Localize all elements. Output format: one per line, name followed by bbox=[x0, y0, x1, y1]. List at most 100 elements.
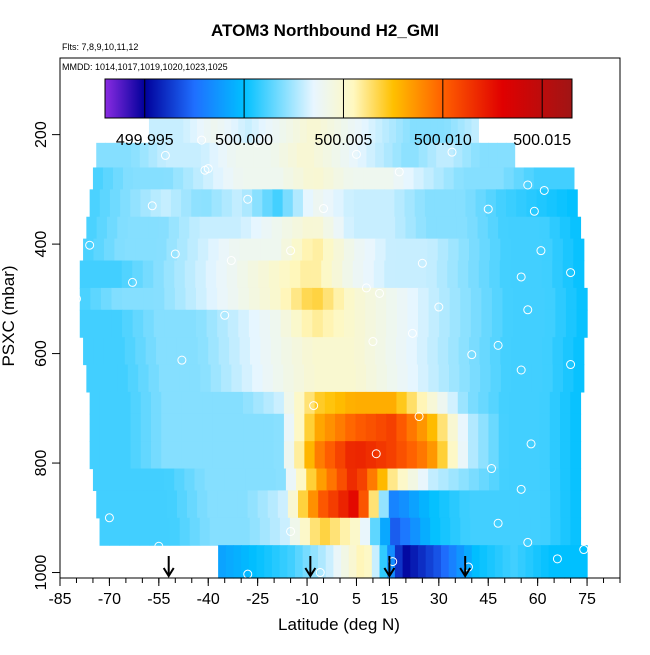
heatmap-cell bbox=[133, 167, 144, 190]
sample-point bbox=[516, 484, 526, 494]
heatmap-cell bbox=[203, 115, 212, 144]
heatmap-cell bbox=[510, 337, 522, 366]
heatmap-cell bbox=[241, 364, 253, 393]
heatmap-cell bbox=[563, 364, 574, 393]
heatmap-cell bbox=[314, 142, 324, 169]
heatmap-cell bbox=[190, 115, 198, 144]
heatmap-cell bbox=[187, 238, 199, 262]
heatmap-cell bbox=[171, 391, 183, 415]
heatmap-cell bbox=[427, 337, 439, 366]
heatmap-cell bbox=[271, 216, 283, 240]
heatmap-cell bbox=[299, 115, 308, 144]
heatmap-cell bbox=[448, 468, 460, 492]
heatmap-cell bbox=[363, 260, 375, 289]
heatmap-cell bbox=[523, 167, 535, 190]
heatmap-cell bbox=[131, 142, 141, 169]
heatmap-cell bbox=[491, 287, 504, 311]
heatmap-cell bbox=[495, 189, 507, 218]
heatmap-cell bbox=[529, 216, 540, 240]
sample-point bbox=[147, 201, 157, 211]
heatmap-cell bbox=[375, 391, 387, 415]
heatmap-cell bbox=[553, 167, 565, 190]
heatmap-cell bbox=[406, 238, 418, 262]
heatmap-cell bbox=[444, 115, 452, 144]
heatmap-cell bbox=[174, 260, 186, 289]
heatmap-cell bbox=[205, 260, 217, 289]
heatmap-cell bbox=[161, 391, 173, 415]
chart-title: ATOM3 Northbound H2_GMI bbox=[211, 21, 439, 40]
heatmap-cell bbox=[191, 413, 203, 442]
heatmap-cell bbox=[153, 468, 165, 492]
heatmap-cell bbox=[148, 364, 160, 393]
heatmap-cell bbox=[464, 115, 473, 144]
heatmap-cell bbox=[479, 337, 491, 366]
heatmap-cell bbox=[468, 260, 480, 289]
heatmap-cell bbox=[262, 189, 274, 218]
heatmap-cell bbox=[354, 287, 366, 311]
sample-point bbox=[243, 194, 253, 204]
heatmap-cell bbox=[243, 441, 254, 470]
heatmap-cell bbox=[529, 391, 541, 415]
heatmap-cell bbox=[384, 260, 396, 289]
dates-note: MMDD: 1014,1017,1019,1020,1023,1025 bbox=[62, 62, 228, 72]
heatmap-cell bbox=[130, 413, 142, 442]
heatmap-cell bbox=[519, 441, 530, 470]
heatmap-cell bbox=[176, 115, 184, 144]
heatmap-cell bbox=[366, 142, 376, 169]
heatmap-cell bbox=[200, 364, 212, 393]
heatmap-cell bbox=[221, 189, 233, 218]
sample-point bbox=[516, 272, 526, 282]
heatmap-cell bbox=[427, 391, 438, 415]
heatmap-cell bbox=[206, 287, 218, 311]
heatmap-cell bbox=[262, 364, 274, 393]
heatmap-cell bbox=[114, 337, 126, 366]
heatmap-cell bbox=[103, 238, 115, 262]
heatmap-cell bbox=[318, 490, 329, 519]
sample-point bbox=[394, 167, 404, 177]
heatmap-cell bbox=[324, 413, 336, 442]
heatmap-cell bbox=[534, 287, 546, 311]
heatmap-cell bbox=[194, 468, 206, 492]
heatmap-cell bbox=[531, 364, 543, 393]
heatmap-cell bbox=[487, 545, 496, 579]
heatmap-cell bbox=[365, 391, 377, 415]
heatmap-cell bbox=[361, 115, 370, 144]
heatmap-cell bbox=[202, 441, 213, 470]
heatmap-cell bbox=[427, 238, 439, 262]
heatmap-cell bbox=[570, 413, 582, 442]
heatmap-cell bbox=[523, 309, 535, 338]
heatmap-cell bbox=[413, 167, 425, 190]
heatmap-cell bbox=[264, 545, 273, 579]
heatmap-cell bbox=[253, 391, 265, 415]
heatmap-cell bbox=[544, 287, 556, 311]
heatmap-cell bbox=[331, 260, 343, 289]
heatmap-cell bbox=[265, 468, 277, 492]
heatmap-cell bbox=[153, 287, 165, 311]
heatmap-cell bbox=[140, 413, 152, 442]
heatmap-cell bbox=[341, 115, 349, 144]
heatmap-cell bbox=[464, 545, 473, 579]
heatmap-cell bbox=[414, 189, 426, 218]
heatmap-cell bbox=[565, 287, 578, 311]
heatmap-cell bbox=[127, 216, 139, 240]
heatmap-cell bbox=[233, 167, 244, 190]
heatmap-cell bbox=[306, 468, 317, 492]
heatmap-cell bbox=[120, 413, 132, 442]
heatmap-cell bbox=[408, 490, 420, 519]
heatmap-cell bbox=[113, 468, 125, 492]
heatmap-cell bbox=[300, 260, 312, 289]
heatmap-cell bbox=[111, 309, 123, 338]
heatmap-cell bbox=[159, 517, 171, 546]
heatmap-cell bbox=[100, 260, 112, 289]
heatmap-cell bbox=[209, 142, 219, 169]
heatmap-cell bbox=[99, 391, 111, 415]
heatmap-cell bbox=[143, 167, 154, 190]
heatmap-cell bbox=[371, 545, 381, 579]
heatmap-cell bbox=[232, 441, 244, 470]
heatmap-cell bbox=[479, 545, 488, 579]
heatmap-cell bbox=[333, 167, 345, 190]
heatmap-cell bbox=[151, 441, 162, 470]
heatmap-cell bbox=[471, 115, 479, 144]
heatmap-cell bbox=[248, 287, 261, 311]
heatmap-cell bbox=[137, 216, 149, 240]
